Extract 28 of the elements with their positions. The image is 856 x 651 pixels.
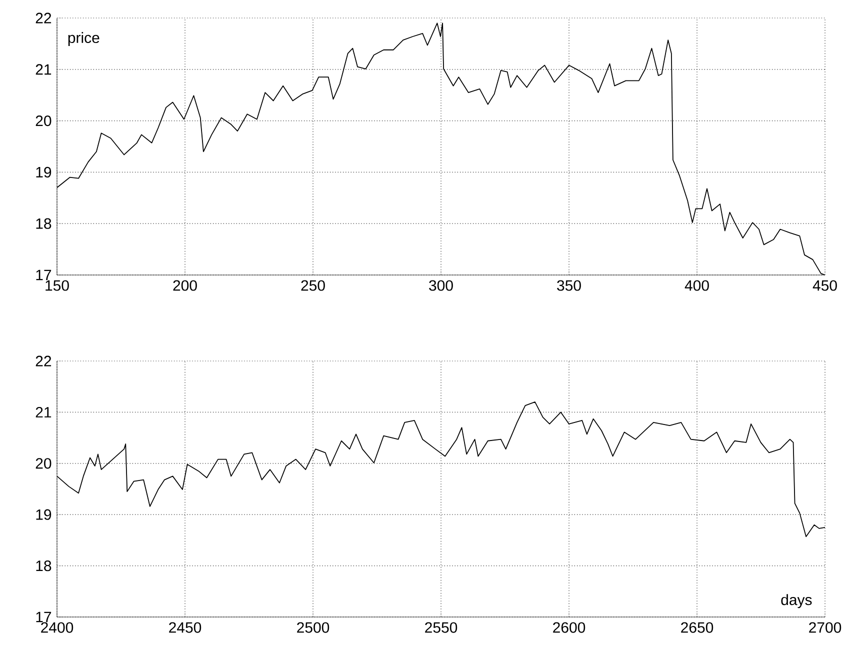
x-tick-label: 200 [173, 280, 197, 291]
y-axis-title: price [68, 32, 100, 46]
x-tick-label: 2550 [425, 622, 458, 633]
x-tick-label: 2600 [553, 622, 586, 633]
y-tick-label: 22 [36, 356, 52, 366]
x-tick-label: 2450 [169, 622, 202, 633]
y-tick-label: 18 [36, 218, 52, 229]
x-axis-title: days [781, 594, 812, 608]
y-tick-label: 22 [36, 12, 52, 24]
y-tick-label: 17 [36, 270, 52, 280]
x-tick-label: 350 [557, 280, 581, 291]
x-tick-label: 400 [684, 280, 709, 291]
x-tick-label: 2500 [297, 622, 330, 633]
y-tick-label: 20 [36, 458, 52, 469]
x-tick-label: 150 [46, 280, 69, 291]
x-tick-label: 2650 [681, 622, 714, 633]
x-tick-label: 450 [812, 280, 837, 291]
y-tick-label: 17 [36, 612, 52, 622]
y-tick-label: 21 [36, 406, 52, 418]
x-tick-label: 250 [301, 280, 325, 291]
y-tick-label: 19 [36, 509, 52, 520]
x-tick-label: 2700 [809, 622, 842, 633]
x-tick-label: 300 [429, 280, 453, 291]
x-tick-label: 2400 [41, 622, 74, 633]
y-tick-label: 20 [36, 115, 52, 126]
y-tick-label: 19 [36, 166, 52, 178]
y-tick-label: 21 [36, 64, 52, 75]
y-tick-label: 18 [36, 560, 52, 572]
